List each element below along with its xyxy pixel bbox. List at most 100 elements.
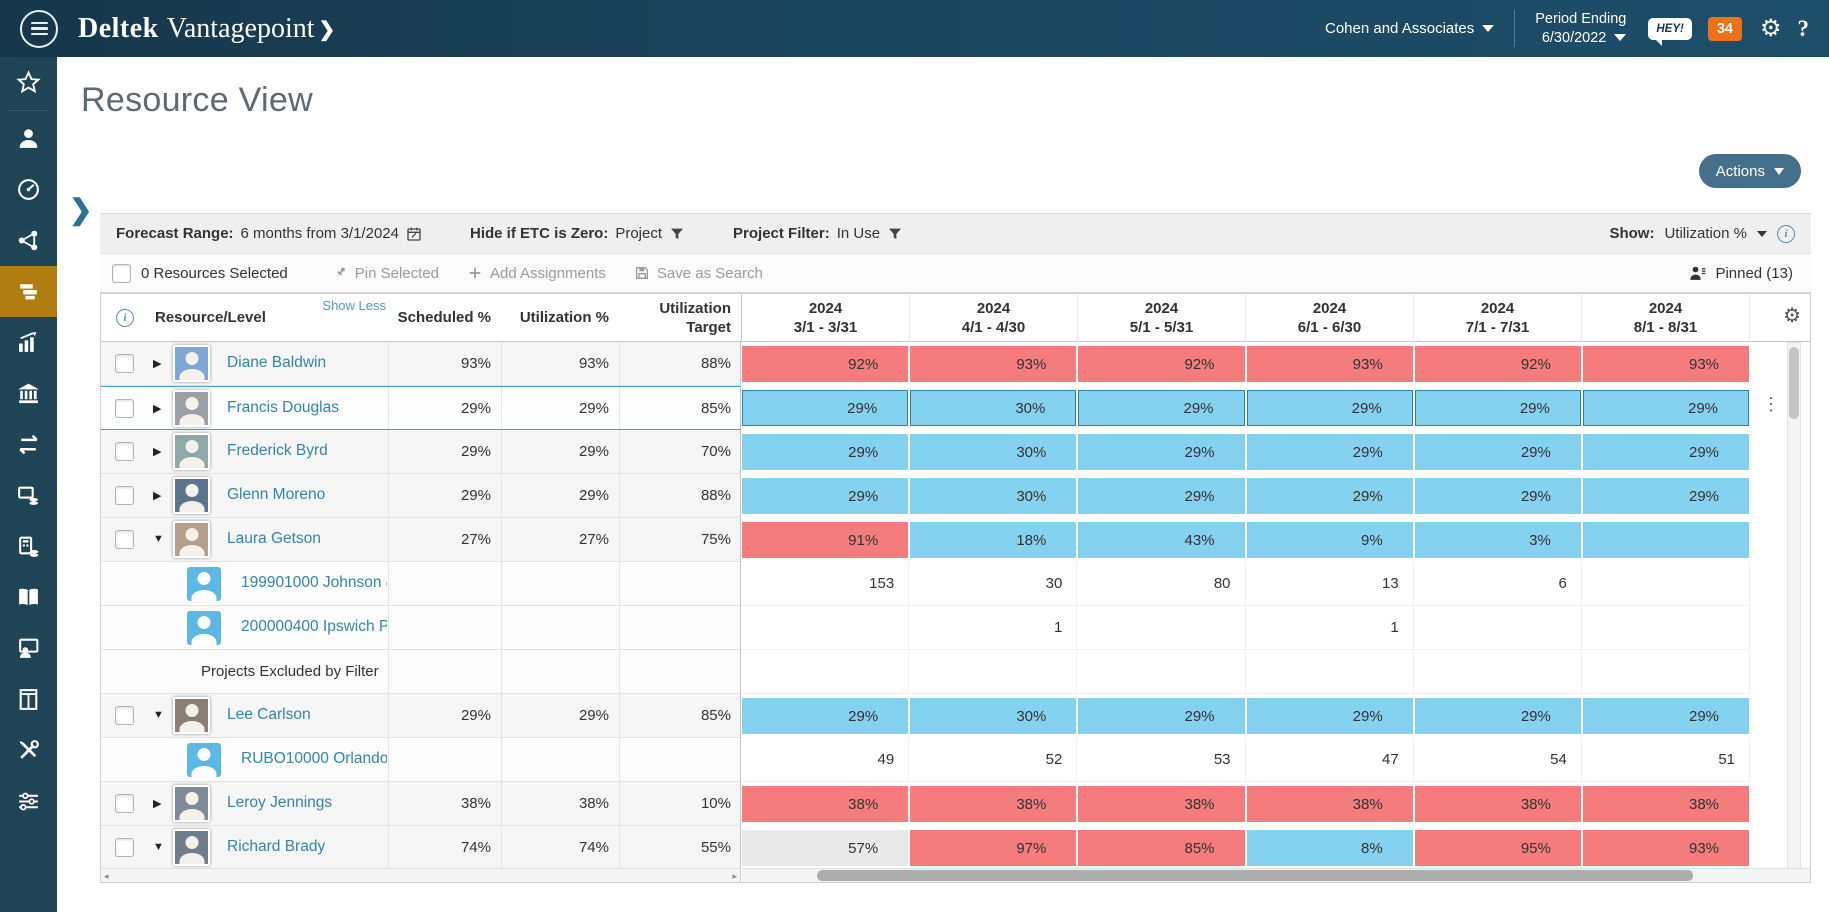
notification-count-badge[interactable]: 34	[1707, 16, 1742, 41]
month-cell[interactable]: 93%	[1582, 346, 1750, 382]
month-cell[interactable]: 29%	[1078, 478, 1245, 514]
main-menu-hamburger-icon[interactable]	[20, 9, 58, 48]
hide-if-etc-zero-control[interactable]: Hide if ETC is Zero: Project	[470, 225, 685, 242]
sidebar-item-utilities[interactable]	[0, 725, 57, 776]
collapse-caret-icon[interactable]: ▼	[153, 533, 164, 545]
month-column-header[interactable]: 2024 7/1 - 7/31	[1414, 294, 1582, 342]
row-checkbox[interactable]	[115, 399, 134, 418]
month-column-header[interactable]: 2024 4/1 - 4/30	[910, 294, 1078, 342]
resource-name-link[interactable]: Richard Brady	[227, 838, 326, 855]
column-header-utilization-target[interactable]: Utilization Target	[659, 300, 731, 336]
row-checkbox[interactable]	[115, 530, 134, 549]
month-cell[interactable]: 57%	[742, 830, 909, 866]
expand-panel-chevron-icon[interactable]: ❯	[69, 194, 93, 225]
resource-name-link[interactable]: Diane Baldwin	[227, 354, 327, 371]
month-cell[interactable]: 93%	[910, 346, 1077, 382]
month-cell[interactable]	[1413, 650, 1582, 694]
month-cell[interactable]: 29%	[742, 434, 909, 470]
month-cell[interactable]: 30%	[910, 698, 1077, 734]
resource-name-link[interactable]: Leroy Jennings	[227, 794, 333, 811]
resource-name-link[interactable]: Lee Carlson	[227, 706, 311, 723]
month-cell[interactable]: 92%	[1078, 346, 1245, 382]
period-ending-selector[interactable]: Period Ending 6/30/2022	[1514, 9, 1627, 48]
scroll-left-arrow-icon[interactable]: ◂	[104, 871, 109, 881]
month-cell[interactable]: 29%	[742, 478, 909, 514]
hey-notification-badge[interactable]: HEY!	[1648, 17, 1692, 46]
save-as-search-button[interactable]: Save as Search	[634, 265, 763, 282]
expand-caret-icon[interactable]: ▶	[153, 490, 162, 502]
sidebar-item-accounting[interactable]	[0, 521, 57, 572]
pinned-resources-button[interactable]: Pinned (13)	[1688, 264, 1799, 283]
month-cell[interactable]: 80	[1077, 562, 1246, 606]
add-assignments-button[interactable]: Add Assignments	[467, 265, 606, 282]
resource-name-link[interactable]: Glenn Moreno	[227, 486, 326, 503]
month-cell[interactable]: 30%	[910, 390, 1077, 426]
collapse-caret-icon[interactable]: ▼	[153, 709, 164, 721]
month-cell[interactable]: 54	[1413, 738, 1582, 782]
month-cell[interactable]: 43%	[1078, 522, 1245, 558]
horizontal-scrollbar-left[interactable]: ◂ ▸	[101, 868, 741, 882]
resource-name-link[interactable]: Frederick Byrd	[227, 442, 328, 459]
sidebar-item-transfers[interactable]	[0, 419, 57, 470]
scrollbar-thumb[interactable]	[816, 870, 1693, 881]
month-cell[interactable]: 29%	[742, 390, 909, 426]
info-icon[interactable]: i	[1777, 224, 1795, 243]
sidebar-item-cabinets[interactable]	[0, 674, 57, 725]
forecast-range-control[interactable]: Forecast Range: 6 months from 3/1/2024	[116, 225, 422, 242]
sidebar-item-share[interactable]	[0, 215, 57, 266]
month-cell[interactable]: 6	[1413, 562, 1582, 606]
sidebar-item-favorites[interactable]	[0, 57, 57, 108]
month-column-header[interactable]: 2024 5/1 - 5/31	[1078, 294, 1246, 342]
show-less-link[interactable]: Show Less	[322, 298, 386, 313]
project-name-link[interactable]: 199901000 Johnson &	[241, 574, 387, 591]
sidebar-item-human-resources[interactable]	[0, 623, 57, 674]
vertical-scrollbar[interactable]	[1787, 342, 1801, 870]
expand-caret-icon[interactable]: ▶	[153, 798, 162, 810]
month-cell[interactable]: 29%	[1414, 478, 1581, 514]
sidebar-item-dashboard[interactable]	[0, 164, 57, 215]
expand-caret-icon[interactable]: ▶	[153, 358, 162, 370]
project-filter-control[interactable]: Project Filter: In Use	[733, 225, 903, 242]
sidebar-item-reports[interactable]	[0, 317, 57, 368]
month-cell[interactable]: 91%	[742, 522, 909, 558]
month-cell[interactable]: 153	[741, 562, 910, 606]
month-cell[interactable]	[1581, 650, 1751, 694]
sidebar-item-employees[interactable]	[0, 113, 57, 164]
month-cell[interactable]: 92%	[1414, 346, 1581, 382]
month-cell[interactable]	[741, 606, 910, 650]
sidebar-item-billing[interactable]	[0, 470, 57, 521]
month-cell[interactable]: 85%	[1078, 830, 1245, 866]
month-cell[interactable]: 30	[909, 562, 1078, 606]
month-cell[interactable]: 29%	[1582, 390, 1750, 426]
row-checkbox[interactable]	[115, 838, 134, 857]
pin-selected-button[interactable]: Pin Selected	[332, 265, 439, 282]
row-menu-kebab-icon[interactable]: ⋮	[1762, 394, 1780, 414]
actions-button[interactable]: Actions	[1698, 154, 1801, 188]
month-column-header[interactable]: 2024 6/1 - 6/30	[1246, 294, 1414, 342]
month-cell[interactable]	[1077, 606, 1246, 650]
settings-gear-icon[interactable]: ⚙	[1759, 14, 1782, 42]
month-cell[interactable]	[1245, 650, 1414, 694]
month-cell[interactable]: 29%	[1246, 478, 1413, 514]
month-cell[interactable]: 38%	[1414, 786, 1581, 822]
row-checkbox[interactable]	[115, 442, 134, 461]
month-cell[interactable]: 53	[1077, 738, 1246, 782]
project-name-link[interactable]: 200000400 Ipswich P	[241, 618, 387, 635]
info-icon[interactable]: i	[116, 309, 134, 327]
month-cell[interactable]: 29%	[1582, 434, 1750, 470]
scrollbar-thumb[interactable]	[1789, 347, 1799, 419]
month-cell[interactable]: 93%	[1246, 346, 1413, 382]
month-cell[interactable]: 38%	[742, 786, 909, 822]
month-cell[interactable]: 38%	[910, 786, 1077, 822]
month-cell[interactable]: 29%	[1078, 434, 1245, 470]
month-cell[interactable]: 38%	[1078, 786, 1245, 822]
month-cell[interactable]: 1	[1245, 606, 1414, 650]
show-dropdown[interactable]: Show: Utilization % i	[1609, 224, 1795, 243]
expand-caret-icon[interactable]: ▶	[153, 403, 162, 415]
month-cell[interactable]: 38%	[1246, 786, 1413, 822]
month-cell[interactable]: 51	[1581, 738, 1751, 782]
row-checkbox[interactable]	[115, 794, 134, 813]
month-cell[interactable]: 29%	[1414, 434, 1581, 470]
column-header-scheduled[interactable]: Scheduled %	[397, 309, 491, 326]
month-cell[interactable]: 30%	[910, 434, 1077, 470]
